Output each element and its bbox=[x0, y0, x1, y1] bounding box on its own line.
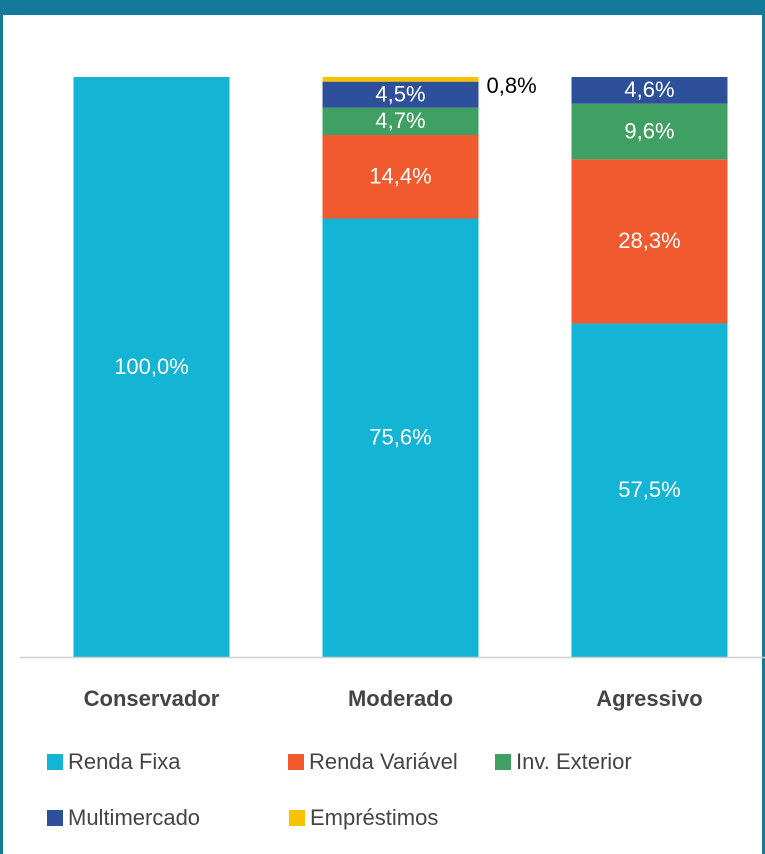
legend-swatch bbox=[495, 754, 511, 770]
x-tick-label: Agressivo bbox=[596, 686, 702, 711]
legend-label: Empréstimos bbox=[310, 805, 438, 830]
legend-label: Inv. Exterior bbox=[516, 749, 632, 774]
right-border bbox=[762, 0, 765, 854]
data-label: 9,6% bbox=[624, 118, 674, 143]
bar-segment bbox=[322, 135, 479, 219]
data-label: 0,8% bbox=[487, 73, 537, 98]
data-label: 4,7% bbox=[375, 108, 425, 133]
legend-swatch bbox=[47, 754, 63, 770]
left-border bbox=[0, 0, 3, 854]
bar-segment bbox=[73, 77, 230, 657]
data-label: 14,4% bbox=[369, 164, 431, 189]
bar-segment bbox=[571, 323, 728, 657]
legend-label: Renda Fixa bbox=[68, 749, 181, 774]
bar-segment bbox=[571, 159, 728, 324]
bar-segment bbox=[322, 81, 479, 108]
data-label: 57,5% bbox=[618, 477, 680, 502]
legend-swatch bbox=[289, 810, 305, 826]
bar-segment bbox=[322, 218, 479, 657]
bar-segment bbox=[322, 107, 479, 135]
legend-label: Renda Variável bbox=[309, 749, 458, 774]
data-label: 28,3% bbox=[618, 228, 680, 253]
header-bar bbox=[0, 0, 765, 15]
x-tick-label: Moderado bbox=[348, 686, 453, 711]
data-label: 4,5% bbox=[375, 82, 425, 107]
data-label: 75,6% bbox=[369, 425, 431, 450]
bar-segment bbox=[571, 77, 728, 104]
legend-swatch bbox=[288, 754, 304, 770]
x-tick-label: Conservador bbox=[84, 686, 220, 711]
legend-swatch bbox=[47, 810, 63, 826]
bar-segment bbox=[322, 77, 479, 82]
data-label: 4,6% bbox=[624, 77, 674, 102]
data-label: 100,0% bbox=[114, 354, 189, 379]
bar-segment bbox=[571, 103, 728, 160]
legend-label: Multimercado bbox=[68, 805, 200, 830]
